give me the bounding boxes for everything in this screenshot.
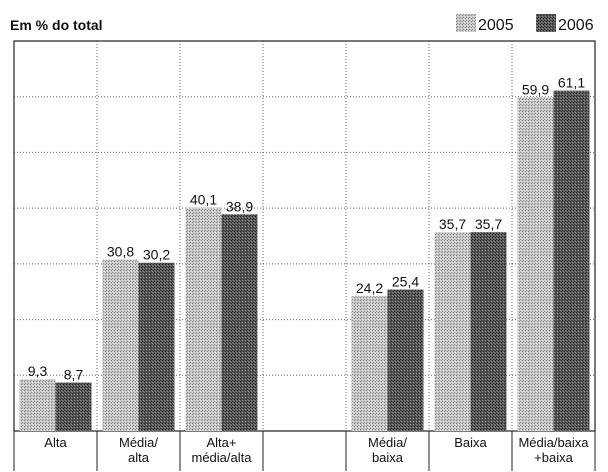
bar-2005-5 bbox=[434, 232, 471, 431]
data-label: 59,9 bbox=[522, 81, 549, 97]
category-label: baixa bbox=[372, 450, 404, 465]
bar-2005-0 bbox=[19, 379, 56, 431]
data-label: 30,2 bbox=[143, 247, 170, 263]
data-label: 8,7 bbox=[64, 367, 84, 383]
legend-label: 2006 bbox=[558, 17, 594, 34]
chart-title: Em % do total bbox=[10, 17, 103, 33]
category-labels: Alta Média/alta Alta+média/alta Média/baixa… bbox=[44, 435, 589, 465]
data-label: 25,4 bbox=[392, 273, 419, 289]
data-label: 38,9 bbox=[226, 198, 253, 214]
category-label: Média/baixa bbox=[518, 435, 589, 450]
category-label: +baixa bbox=[534, 450, 573, 465]
bar-2005-1 bbox=[102, 259, 139, 431]
bar-2006-1 bbox=[138, 262, 175, 431]
data-labels: 9,3 30,8 40,1 24,2 35,7 59,9 8,7 30,2 38,9 25,4 35… bbox=[28, 75, 586, 383]
category-label: Média/ bbox=[368, 435, 407, 450]
bar-2006-0 bbox=[55, 382, 92, 431]
category-label: alta bbox=[128, 450, 150, 465]
legend: 2005 2006 bbox=[456, 14, 594, 34]
legend-swatch-2006 bbox=[536, 14, 556, 32]
plot-frame bbox=[13, 40, 596, 432]
bar-2006-5 bbox=[470, 232, 507, 431]
category-label: média/alta bbox=[192, 450, 253, 465]
bars bbox=[19, 90, 590, 432]
legend-swatch-2005 bbox=[456, 14, 476, 32]
data-label: 30,8 bbox=[107, 243, 134, 259]
category-label: Baixa bbox=[454, 435, 487, 450]
data-label: 61,1 bbox=[558, 75, 585, 91]
bar-2006-6 bbox=[553, 90, 590, 431]
legend-label: 2005 bbox=[478, 17, 514, 34]
category-label: Alta bbox=[44, 435, 67, 450]
category-label: Média/ bbox=[119, 435, 158, 450]
bar-2005-2 bbox=[185, 207, 222, 431]
data-label: 35,7 bbox=[439, 216, 466, 232]
data-label: 35,7 bbox=[475, 216, 502, 232]
data-label: 9,3 bbox=[28, 363, 48, 379]
category-label: Alta+ bbox=[207, 435, 237, 450]
grid bbox=[13, 40, 596, 471]
bar-2006-2 bbox=[221, 214, 258, 431]
bar-2005-4 bbox=[351, 296, 388, 431]
data-label: 24,2 bbox=[356, 280, 383, 296]
bar-2005-6 bbox=[517, 97, 554, 432]
data-label: 40,1 bbox=[190, 192, 217, 208]
bar-2006-4 bbox=[387, 289, 424, 431]
